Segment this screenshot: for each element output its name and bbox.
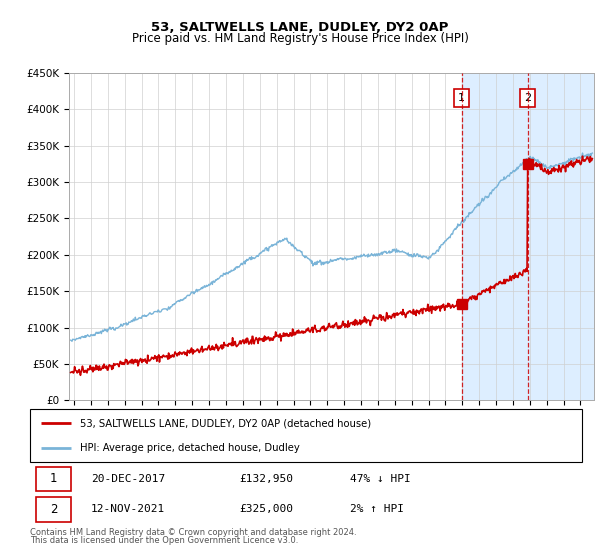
Text: 2: 2 bbox=[50, 503, 57, 516]
Text: 1: 1 bbox=[50, 473, 57, 486]
Text: Contains HM Land Registry data © Crown copyright and database right 2024.: Contains HM Land Registry data © Crown c… bbox=[30, 528, 356, 536]
Bar bbox=[462, 73, 600, 400]
Text: Price paid vs. HM Land Registry's House Price Index (HPI): Price paid vs. HM Land Registry's House … bbox=[131, 32, 469, 45]
Text: This data is licensed under the Open Government Licence v3.0.: This data is licensed under the Open Gov… bbox=[30, 536, 298, 545]
Text: 53, SALTWELLS LANE, DUDLEY, DY2 0AP: 53, SALTWELLS LANE, DUDLEY, DY2 0AP bbox=[151, 21, 449, 34]
Bar bbox=[35, 497, 71, 522]
Text: 20-DEC-2017: 20-DEC-2017 bbox=[91, 474, 165, 484]
Text: HPI: Average price, detached house, Dudley: HPI: Average price, detached house, Dudl… bbox=[80, 442, 299, 452]
Text: 12-NOV-2021: 12-NOV-2021 bbox=[91, 505, 165, 515]
Text: £132,950: £132,950 bbox=[240, 474, 294, 484]
Text: 2: 2 bbox=[524, 94, 531, 103]
Text: 1: 1 bbox=[458, 94, 466, 103]
Text: 47% ↓ HPI: 47% ↓ HPI bbox=[350, 474, 411, 484]
Text: £325,000: £325,000 bbox=[240, 505, 294, 515]
Text: 53, SALTWELLS LANE, DUDLEY, DY2 0AP (detached house): 53, SALTWELLS LANE, DUDLEY, DY2 0AP (det… bbox=[80, 418, 371, 428]
Bar bbox=[35, 466, 71, 491]
Text: 2% ↑ HPI: 2% ↑ HPI bbox=[350, 505, 404, 515]
